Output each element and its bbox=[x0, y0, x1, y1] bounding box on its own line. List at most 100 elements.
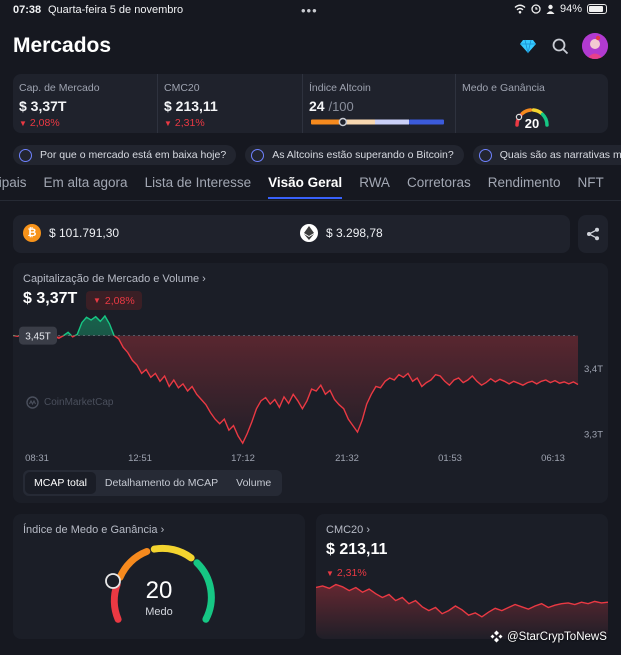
chevron-right-icon: › bbox=[160, 524, 165, 536]
down-triangle-icon: ▼ bbox=[19, 119, 27, 128]
bitcoin-icon: ₿ bbox=[23, 224, 41, 242]
bar-segment-neutral-high bbox=[375, 119, 409, 125]
stat-altcoin-index[interactable]: Índice Altcoin 24 /100 bbox=[303, 74, 456, 133]
chart-series-line-down bbox=[13, 335, 579, 445]
fear-greed-mini-gauge: 20 bbox=[515, 108, 549, 131]
cmc20-card[interactable]: CMC20 › $ 213,11 ▼ 2,31% bbox=[316, 514, 608, 639]
fear-greed-gauge: 20 Medo bbox=[105, 544, 215, 623]
tab-overview[interactable]: Visão Geral bbox=[268, 175, 343, 199]
chart-area-below-baseline bbox=[13, 335, 578, 444]
share-button[interactable] bbox=[578, 215, 608, 253]
ai-chat-icon bbox=[478, 148, 492, 162]
down-triangle-icon: ▼ bbox=[164, 119, 172, 128]
binance-logo-icon bbox=[490, 630, 503, 643]
segment-mcap-breakdown[interactable]: Detalhamento do MCAP bbox=[104, 477, 219, 489]
battery-percent: 94% bbox=[559, 3, 582, 15]
avatar[interactable] bbox=[582, 33, 608, 59]
market-tabs: cipais Em alta agora Lista de Interesse … bbox=[0, 175, 604, 199]
status-time: 07:38 bbox=[13, 4, 42, 16]
btc-price-item[interactable]: ₿ $ 101.791,30 bbox=[23, 224, 119, 242]
x-tick-label: 21:32 bbox=[335, 453, 359, 464]
search-icon[interactable] bbox=[552, 38, 569, 55]
cmc20-sparkline bbox=[316, 583, 608, 639]
market-cap-line-chart[interactable]: 3,45T 3,4T 3,3T 08:31 12:51 17:12 21:32 01:53 06… bbox=[13, 263, 608, 468]
pill-question-3[interactable]: Quais são as narrativas mais bbox=[472, 145, 621, 165]
chevron-right-icon: › bbox=[366, 524, 371, 536]
tab-watchlist[interactable]: Lista de Interesse bbox=[144, 175, 252, 190]
x-tick-label: 01:53 bbox=[438, 453, 462, 464]
diamond-icon[interactable] bbox=[519, 39, 537, 54]
ai-chat-icon bbox=[251, 148, 265, 162]
share-icon bbox=[587, 227, 599, 241]
price-ticker-bar: ₿ $ 101.791,30 $ 3.298,78 bbox=[13, 215, 570, 253]
chart-value: $ 3,37T bbox=[23, 290, 78, 307]
stat-label: CMC20 bbox=[164, 82, 200, 94]
x-tick-label: 17:12 bbox=[231, 453, 255, 464]
fear-greed-card[interactable]: Índice de Medo e Ganância › 20 Medo bbox=[13, 514, 305, 639]
stat-label: Cap. de Mercado bbox=[19, 82, 100, 94]
cmc20-area bbox=[316, 584, 608, 639]
cmc20-line bbox=[316, 583, 608, 618]
chart-title[interactable]: Capitalização de Mercado e Volume › bbox=[23, 273, 206, 285]
status-icons: 94% bbox=[514, 3, 607, 15]
tab-trending[interactable]: Em alta agora bbox=[43, 175, 128, 190]
tab-yield[interactable]: Rendimento bbox=[487, 175, 561, 190]
segment-volume[interactable]: Volume bbox=[236, 477, 272, 489]
altcoin-season-bar bbox=[311, 117, 444, 127]
eth-price: $ 3.298,78 bbox=[326, 226, 383, 240]
stat-change: ▼ 2,31% bbox=[164, 117, 205, 129]
fear-greed-mini-value: 20 bbox=[525, 116, 539, 129]
pill-question-2[interactable]: As Altcoins estão superando o Bitcoin? bbox=[245, 145, 464, 165]
stat-value: $ 3,37T bbox=[19, 98, 67, 114]
ai-question-pills: Por que o mercado está em baixa hoje? As… bbox=[13, 145, 621, 165]
x-tick-label: 12:51 bbox=[128, 453, 152, 464]
stat-value: $ 213,11 bbox=[164, 98, 218, 114]
down-triangle-icon: ▼ bbox=[326, 569, 334, 578]
coinmarketcap-watermark: CoinMarketCap bbox=[26, 396, 113, 409]
coinmarketcap-logo-icon bbox=[26, 396, 39, 409]
ai-chat-icon bbox=[19, 148, 32, 162]
segment-mcap-total[interactable]: MCAP total bbox=[25, 472, 96, 494]
source-attribution: @StarCrypToNewS bbox=[490, 630, 607, 643]
stat-market-cap[interactable]: Cap. de Mercado $ 3,37T ▼ 2,08% bbox=[13, 74, 158, 133]
stat-label: Medo e Ganância bbox=[462, 82, 545, 94]
pill-question-1[interactable]: Por que o mercado está em baixa hoje? bbox=[13, 145, 237, 165]
y-tick-label: 3,3T bbox=[584, 429, 603, 440]
chart-series-line-up bbox=[13, 314, 116, 336]
btc-price: $ 101.791,30 bbox=[49, 226, 120, 240]
gauge-segment-extreme-fear bbox=[110, 580, 122, 623]
tab-nft[interactable]: NFT bbox=[577, 175, 604, 190]
stat-label: Índice Altcoin bbox=[309, 82, 371, 94]
tab-rwa[interactable]: RWA bbox=[359, 175, 390, 190]
multitask-dots-icon[interactable]: ••• bbox=[301, 3, 318, 18]
status-bar: 07:38 Quarta-feira 5 de novembro ••• 94% bbox=[0, 0, 621, 20]
market-stats-bar: Cap. de Mercado $ 3,37T ▼ 2,08% CMC20 $ 2… bbox=[13, 74, 608, 133]
alarm-icon bbox=[531, 4, 541, 14]
tab-principais[interactable]: cipais bbox=[0, 175, 27, 190]
wifi-icon bbox=[514, 4, 526, 14]
down-triangle-icon: ▼ bbox=[93, 296, 101, 305]
y-tick-label: 3,4T bbox=[584, 364, 603, 375]
eth-price-item[interactable]: $ 3.298,78 bbox=[300, 224, 383, 242]
chevron-right-icon: › bbox=[202, 273, 206, 285]
stat-fear-greed[interactable]: Medo e Ganância 20 bbox=[456, 74, 608, 133]
cmc20-value: $ 213,11 bbox=[326, 541, 388, 558]
gauge-needle-knob bbox=[105, 573, 121, 589]
cmc20-title[interactable]: CMC20 › bbox=[326, 524, 371, 536]
stat-value: 24 /100 bbox=[309, 98, 354, 114]
x-tick-label: 08:31 bbox=[25, 453, 49, 464]
battery-icon bbox=[587, 4, 607, 14]
x-tick-label: 06:13 bbox=[541, 453, 565, 464]
stat-change: ▼ 2,08% bbox=[19, 117, 60, 129]
stat-cmc20[interactable]: CMC20 $ 213,11 ▼ 2,31% bbox=[158, 74, 303, 133]
user-icon bbox=[546, 4, 555, 14]
bar-segment-neutral-low bbox=[341, 119, 375, 125]
tab-exchanges[interactable]: Corretoras bbox=[406, 175, 471, 190]
cmc20-change: ▼ 2,31% bbox=[326, 567, 367, 579]
baseline-label: 3,45T bbox=[25, 332, 51, 343]
gauge-segment-greed bbox=[150, 544, 195, 562]
page-title: Mercados bbox=[13, 34, 112, 57]
fear-greed-title[interactable]: Índice de Medo e Ganância › bbox=[23, 524, 165, 536]
altcoin-level-knob bbox=[338, 117, 348, 127]
market-cap-chart-card: Capitalização de Mercado e Volume › $ 3,… bbox=[13, 263, 608, 503]
